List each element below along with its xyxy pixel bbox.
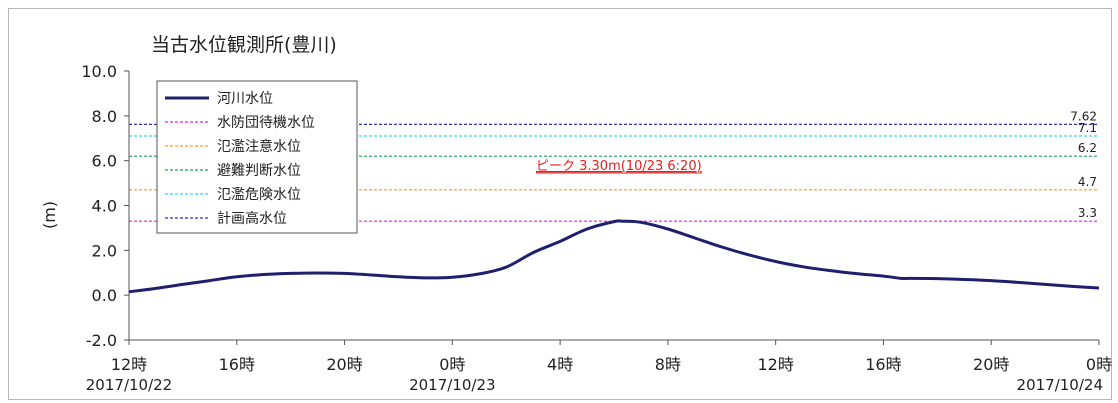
legend-label-3: 避難判断水位 xyxy=(217,163,301,179)
y-tick-label-3: 4.0 xyxy=(92,197,117,216)
threshold-value-label-1: 4.7 xyxy=(1078,175,1097,189)
x-tick-label-8: 20時 xyxy=(973,355,1009,374)
legend-label-2: 氾濫注意水位 xyxy=(217,138,301,155)
x-tick-label-0: 12時 xyxy=(111,355,147,374)
x-date-label-0: 2017/10/22 xyxy=(86,376,172,394)
x-tick-label-5: 8時 xyxy=(655,355,681,374)
legend-label-4: 氾濫危険水位 xyxy=(217,187,301,203)
threshold-value-label-0: 3.3 xyxy=(1078,206,1097,220)
y-tick-label-1: 8.0 xyxy=(92,107,117,126)
annotation-group: ピーク 3.30m(10/23 6:20) xyxy=(536,159,702,174)
legend-box xyxy=(156,80,358,234)
series-line-0 xyxy=(128,219,1100,294)
x-tick-label-9: 0時 xyxy=(1086,355,1112,374)
y-tick-label-4: 2.0 xyxy=(92,241,117,260)
peak-annotation: ピーク 3.30m(10/23 6:20) xyxy=(536,159,702,174)
x-tick-label-1: 16時 xyxy=(219,355,255,374)
chart-frame: 当古水位観測所(豊川) (m) 3.3 4.7 6.2 7.1 7.62 10.0 8.0… xyxy=(8,8,1112,400)
y-tick-label-0: 10.0 xyxy=(81,62,117,81)
x-date-label-3: 2017/10/23 xyxy=(409,376,495,394)
legend-label-1: 水防団待機水位 xyxy=(217,115,315,131)
threshold-value-label-4: 7.62 xyxy=(1070,109,1097,123)
x-date-label-9: 2017/10/24 xyxy=(1017,376,1103,394)
threshold-value-label-3: 7.1 xyxy=(1078,121,1097,135)
series-group xyxy=(128,219,1100,294)
legend-label-0: 河川水位 xyxy=(217,91,273,107)
x-tick-label-6: 12時 xyxy=(757,355,793,374)
water-level-chart: 当古水位観測所(豊川) (m) 3.3 4.7 6.2 7.17.62 10.0 8.0… xyxy=(40,34,1112,394)
x-tick-label-4: 4時 xyxy=(547,355,573,374)
x-tick-label-2: 20時 xyxy=(326,355,362,374)
x-tick-label-7: 16時 xyxy=(865,355,901,374)
chart-title: 当古水位観測所(豊川) xyxy=(151,34,337,56)
threshold-value-label-2: 6.2 xyxy=(1078,141,1097,155)
x-tick-label-3: 0時 xyxy=(439,355,465,374)
axes: 10.0 8.0 6.0 4.0 2.0 0.0 -2.0 12時 2017/10/22 16時 2… xyxy=(81,62,1112,394)
y-tick-label-5: 0.0 xyxy=(92,286,117,305)
y-tick-label-2: 6.0 xyxy=(92,152,117,171)
y-tick-label-6: -2.0 xyxy=(86,331,117,350)
y-axis-label: (m) xyxy=(40,201,59,229)
legend-label-5: 計画高水位 xyxy=(217,210,287,227)
